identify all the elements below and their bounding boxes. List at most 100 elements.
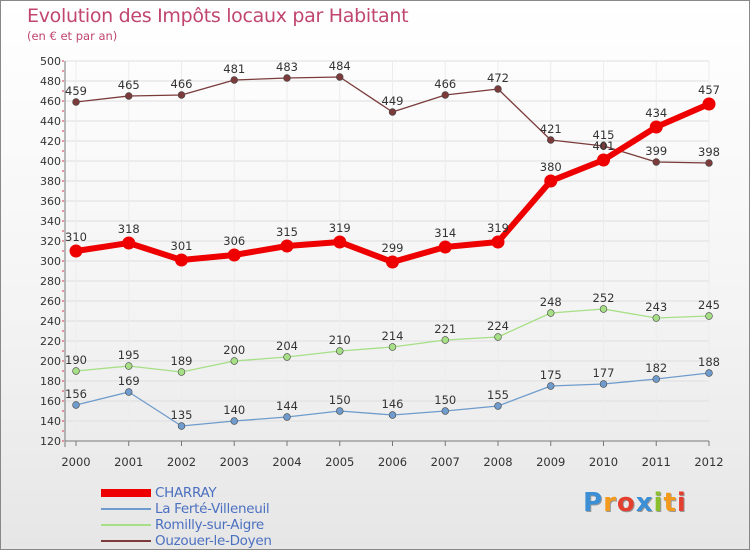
data-point-romilly (599, 305, 608, 313)
x-tick-label: 2008 (483, 455, 512, 469)
data-point-ouzouer (494, 85, 502, 93)
data-point-charray (280, 239, 294, 253)
data-point-charray (227, 248, 241, 262)
data-point-ouzouer (547, 136, 555, 144)
data-point-charray (69, 244, 83, 258)
legend-swatch-ouzouer (101, 540, 151, 542)
y-tick-label: 320 (40, 235, 61, 248)
y-tick-label: 440 (40, 115, 61, 128)
data-point-ferte (494, 402, 502, 410)
y-tick-label: 500 (40, 55, 61, 68)
data-label-romilly: 189 (171, 354, 193, 368)
data-label-charray: 301 (171, 239, 193, 253)
x-tick-label: 2007 (431, 455, 460, 469)
y-tick-label: 240 (40, 315, 61, 328)
logo-letter: t (663, 488, 677, 518)
logo-letter: r (603, 488, 617, 518)
data-label-ouzouer: 484 (329, 59, 351, 73)
x-tick-label: 2000 (61, 455, 90, 469)
legend-swatch-ferte (101, 508, 151, 510)
data-label-ferte: 155 (487, 388, 509, 402)
data-label-romilly: 200 (223, 343, 245, 357)
data-point-ouzouer (652, 158, 660, 166)
data-point-charray (175, 253, 188, 267)
y-tick-label: 120 (40, 435, 61, 448)
data-label-ouzouer: 398 (698, 145, 720, 159)
data-label-ferte: 175 (540, 368, 562, 382)
data-label-charray: 315 (276, 225, 298, 239)
data-point-romilly (230, 357, 238, 365)
data-point-romilly (125, 362, 133, 370)
data-point-ferte (441, 407, 449, 415)
data-point-charray (649, 120, 663, 134)
data-point-charray (122, 236, 136, 250)
data-label-romilly: 190 (65, 353, 87, 367)
logo-letter: i (653, 488, 664, 518)
chart-subtitle: (en € et par an) (27, 29, 118, 43)
data-label-romilly: 221 (434, 322, 456, 336)
data-label-charray: 318 (118, 222, 140, 236)
data-label-romilly: 224 (487, 319, 509, 333)
data-point-ouzouer (441, 91, 449, 99)
data-label-ferte: 144 (276, 399, 298, 413)
data-point-charray (333, 235, 347, 249)
data-label-ferte: 169 (118, 374, 140, 388)
y-tick-label: 300 (40, 255, 61, 268)
y-tick-label: 340 (40, 215, 61, 228)
data-point-ferte (705, 369, 713, 377)
data-label-romilly: 245 (698, 298, 720, 312)
data-label-ouzouer: 415 (593, 128, 615, 142)
data-label-charray: 434 (645, 106, 667, 120)
data-label-romilly: 243 (645, 300, 667, 314)
data-label-ouzouer: 472 (487, 71, 509, 85)
y-tick-label: 400 (40, 155, 61, 168)
x-tick-label: 2001 (114, 455, 143, 469)
legend-label-charray: CHARRAY (155, 485, 217, 501)
y-tick-label: 140 (40, 415, 61, 428)
data-point-charray (702, 97, 716, 111)
legend-label-romilly: Romilly-sur-Aigre (155, 517, 264, 533)
data-point-ferte (547, 382, 555, 390)
y-tick-label: 160 (40, 395, 61, 408)
data-label-romilly: 248 (540, 295, 562, 309)
data-point-ouzouer (72, 98, 80, 106)
y-tick-label: 180 (40, 375, 61, 388)
x-tick-label: 2006 (378, 455, 407, 469)
data-point-romilly (705, 312, 713, 320)
x-tick-label: 2010 (589, 455, 618, 469)
proxiti-logo: Proxiti (583, 488, 687, 518)
data-point-charray (491, 235, 505, 249)
data-label-ouzouer: 481 (223, 62, 245, 76)
x-tick-label: 2005 (325, 455, 354, 469)
data-point-romilly (441, 336, 449, 344)
x-tick-label: 2009 (536, 455, 565, 469)
data-point-romilly (177, 368, 186, 376)
data-point-romilly (283, 353, 291, 361)
data-point-charray (438, 240, 452, 254)
data-point-romilly (336, 347, 344, 355)
legend-swatch-charray (101, 489, 151, 497)
y-tick-label: 360 (40, 195, 61, 208)
data-point-romilly (652, 314, 660, 322)
data-label-ouzouer: 466 (171, 77, 193, 91)
data-point-ferte (230, 417, 238, 425)
y-tick-label: 380 (40, 175, 61, 188)
data-point-ouzouer (125, 92, 133, 100)
data-point-romilly (547, 309, 555, 317)
data-label-ouzouer: 466 (434, 77, 456, 91)
data-label-ferte: 135 (171, 408, 193, 422)
data-point-ouzouer (283, 74, 291, 82)
data-label-ferte: 182 (645, 361, 667, 375)
data-label-romilly: 252 (593, 291, 615, 305)
data-point-ferte (177, 422, 186, 430)
data-label-charray: 457 (698, 83, 720, 97)
y-tick-label: 200 (40, 355, 61, 368)
data-point-ouzouer (230, 76, 238, 84)
data-label-ferte: 156 (65, 387, 87, 401)
data-label-charray: 310 (65, 230, 87, 244)
data-point-charray (386, 255, 399, 269)
y-tick-label: 220 (40, 335, 61, 348)
data-label-ouzouer: 465 (118, 78, 140, 92)
